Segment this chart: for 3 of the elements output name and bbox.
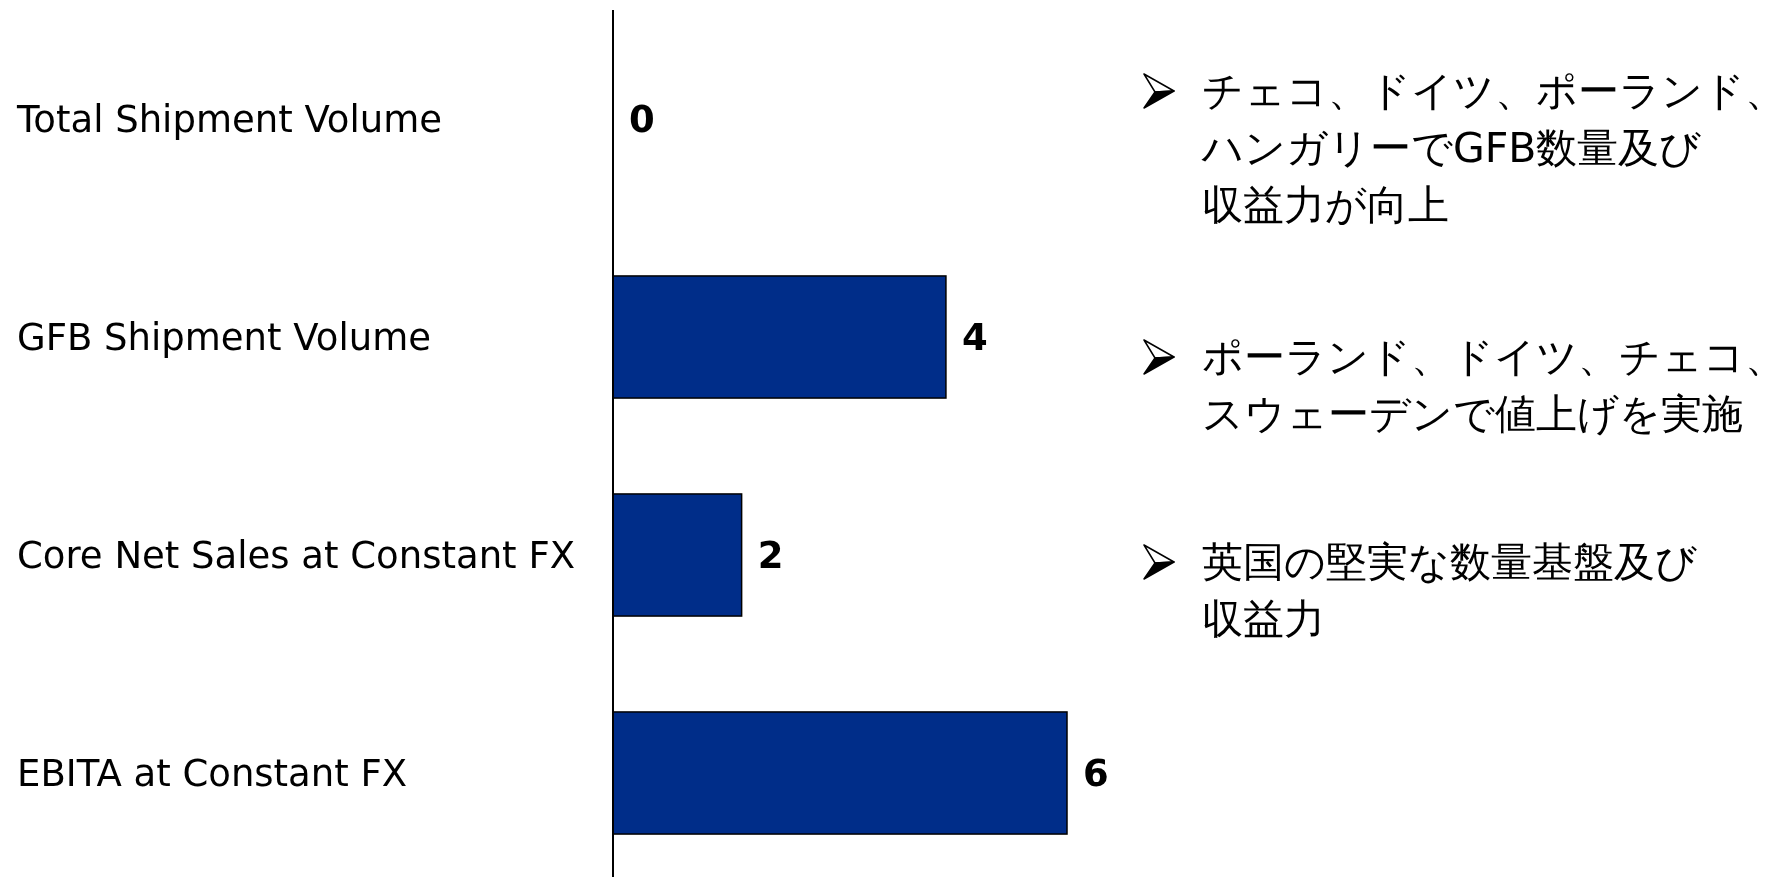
- annotation: チェコ、ドイツ、ポーランド、ハンガリーでGFB数量及び収益力が向上: [1202, 67, 1786, 229]
- annotation: 英国の堅実な数量基盤及び収益力: [1202, 538, 1697, 643]
- annotation: ポーランド、ドイツ、チェコ、スウェーデンで値上げを実施: [1202, 333, 1786, 438]
